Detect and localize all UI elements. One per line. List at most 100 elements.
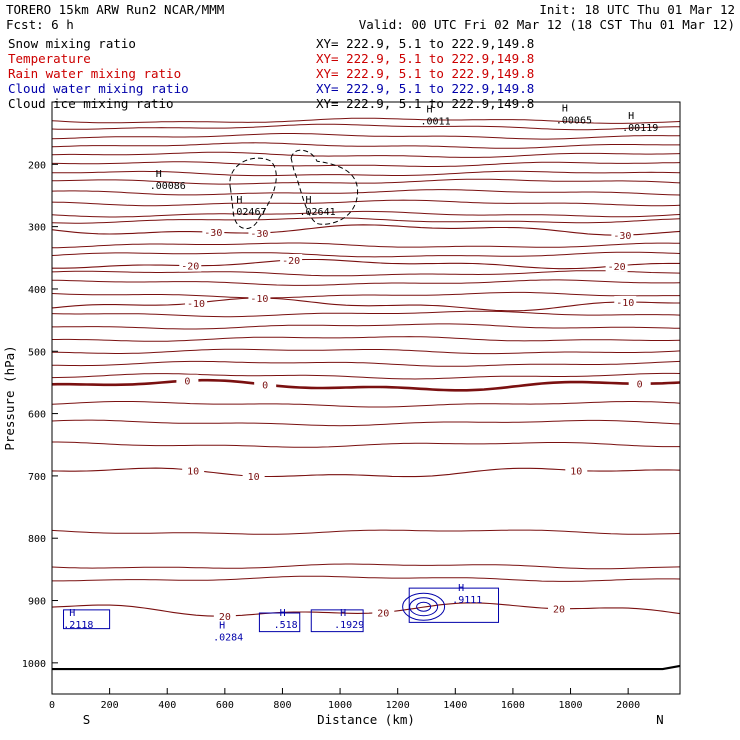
isotherm-line: [52, 336, 681, 342]
x-tick-label: 1600: [501, 700, 525, 711]
isotherm-line: [51, 133, 681, 140]
isotherm-line: [52, 161, 681, 167]
y-tick-label: 800: [28, 534, 46, 545]
temperature-contour: [51, 224, 681, 236]
plot-frame: [51, 101, 681, 695]
cloud-water-contour: [409, 597, 439, 617]
contour-label-bg: [548, 602, 571, 615]
max-value: .9111: [452, 595, 482, 606]
isotherm-line: [51, 372, 681, 380]
legend-xy: XY= 222.9, 5.1 to 222.9,149.8: [316, 96, 534, 111]
max-marker: H: [219, 621, 225, 632]
temperature-contour: [51, 378, 681, 392]
contour-label-bg: [202, 226, 225, 239]
y-tick-label: 200: [28, 160, 46, 171]
isotherm-line: [51, 199, 681, 207]
legend-xy: XY= 222.9, 5.1 to 222.9,149.8: [316, 51, 534, 66]
isotherm-line: [52, 323, 681, 330]
contour-label-bg: [176, 374, 199, 387]
contour-label: -10: [616, 298, 634, 309]
contour-label-bg: [185, 296, 208, 309]
isotherm-line: [51, 419, 681, 427]
legend-xy: XY= 222.9, 5.1 to 222.9,149.8: [316, 81, 534, 96]
max-value: .2118: [63, 620, 93, 631]
contour-label: -20: [181, 262, 199, 273]
max-value: .0011: [420, 117, 450, 128]
isotherm-line: [51, 123, 680, 131]
isotherm-line: [51, 189, 681, 196]
max-marker: H: [458, 583, 464, 594]
x-tick-label: 1000: [328, 700, 352, 711]
isotherm-line: [51, 291, 680, 299]
contour-label-bg: [179, 259, 202, 272]
contour-label-bg: [248, 291, 271, 304]
isotherm-line: [51, 401, 681, 408]
ground-line: [52, 664, 681, 671]
contour-label: 10: [187, 466, 199, 477]
y-axis-title: Pressure (hPa): [2, 345, 17, 450]
x-tick-label: 1200: [386, 700, 410, 711]
contour-label-bg: [242, 470, 265, 483]
isotherm-line: [52, 441, 680, 448]
max-marker: H: [562, 103, 568, 114]
max-value: .00086: [150, 181, 186, 192]
isotherm-line: [51, 178, 681, 185]
contour-label: 20: [553, 605, 565, 616]
max-value: .02467: [230, 207, 266, 218]
y-tick-label: 500: [28, 347, 46, 358]
contour-label: -30: [204, 228, 222, 239]
x-tick-label: 1800: [558, 700, 582, 711]
isotherm-line: [51, 270, 681, 277]
max-marker: H: [280, 608, 286, 619]
max-marker: H: [156, 169, 162, 180]
plot-area: -30 -30 -30 -20 -20 -20 -10 -10 -10 0 0 0 10 10 10 20 20…: [2, 101, 681, 727]
contour-label: 10: [248, 472, 260, 483]
contour-label: -10: [250, 294, 268, 305]
contour-label: 0: [262, 381, 268, 392]
max-value: .00119: [622, 123, 658, 134]
x-tick-label: 800: [273, 700, 291, 711]
y-tick-label: 600: [28, 410, 46, 421]
contour-label-bg: [611, 229, 634, 242]
temperature-contour: [51, 297, 680, 312]
isotherm-line: [51, 360, 681, 367]
isotherm-line: [51, 151, 681, 158]
max-marker: H: [340, 608, 346, 619]
max-value: .00065: [556, 115, 592, 126]
x-tick-label: 400: [158, 700, 176, 711]
max-value: .1929: [334, 620, 364, 631]
contour-label-bg: [565, 464, 588, 477]
contour-label-bg: [628, 377, 651, 390]
contour-label-bg: [605, 259, 628, 272]
y-tick-label: 300: [28, 223, 46, 234]
contour-label: 10: [570, 466, 582, 477]
contour-label: 20: [377, 608, 389, 619]
max-marker: H: [426, 105, 432, 116]
cloud-water-contour: [408, 587, 500, 623]
contour-label: -20: [282, 256, 300, 267]
contour-label: -30: [613, 231, 631, 242]
legend-xy: XY= 222.9, 5.1 to 222.9,149.8: [316, 66, 534, 81]
contour-label-bg: [372, 606, 395, 619]
max-marker: H: [628, 111, 634, 122]
temperature-contour: [51, 602, 681, 617]
contour-label: -10: [187, 299, 205, 310]
legend: Snow mixing ratio XY= 222.9, 5.1 to 222.9…: [8, 36, 534, 111]
cloud-water-contour: [416, 601, 432, 612]
isotherm-line: [51, 310, 681, 318]
cloud-ice-outline: [290, 149, 358, 225]
isotherm-line: [52, 575, 681, 582]
legend-label: Temperature: [8, 51, 91, 66]
forecast-hour: Fcst: 6 h: [6, 17, 74, 32]
legend-label: Cloud ice mixing ratio: [8, 96, 174, 111]
isotherm-line: [51, 117, 681, 124]
isotherm-line: [51, 170, 681, 177]
run-title: TORERO 15km ARW Run2 NCAR/MMM: [6, 2, 224, 17]
y-tick-label: 1000: [22, 659, 46, 670]
contour-label: -30: [250, 229, 268, 240]
x-tick-label: 2000: [616, 700, 640, 711]
isotherm-line: [51, 242, 681, 249]
x-tick-label: 600: [216, 700, 234, 711]
contour-label-bg: [213, 610, 236, 623]
